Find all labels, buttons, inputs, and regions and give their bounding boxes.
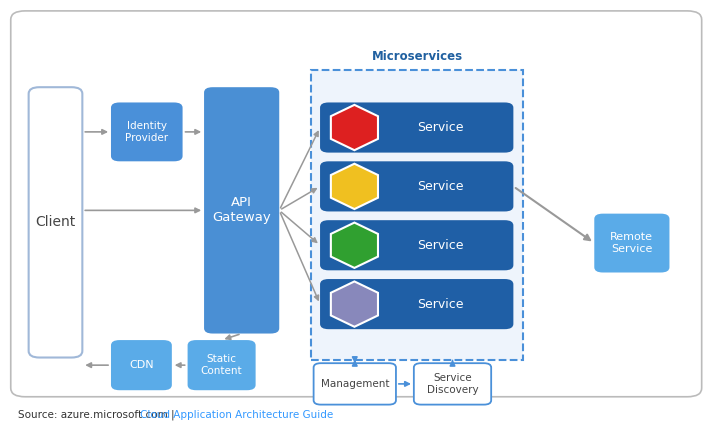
Text: Source: azure.microsoft.com |: Source: azure.microsoft.com | — [18, 410, 178, 420]
FancyBboxPatch shape — [188, 340, 256, 390]
FancyBboxPatch shape — [314, 363, 396, 405]
FancyBboxPatch shape — [320, 220, 513, 270]
Text: Identity
Provider: Identity Provider — [125, 121, 168, 143]
Text: Remote
Service: Remote Service — [610, 232, 654, 254]
FancyBboxPatch shape — [111, 340, 172, 390]
FancyBboxPatch shape — [111, 102, 183, 161]
Text: Client: Client — [35, 215, 76, 229]
FancyBboxPatch shape — [320, 161, 513, 211]
Text: Service
Discovery: Service Discovery — [427, 373, 478, 395]
Text: Static
Content: Static Content — [200, 354, 243, 376]
Text: Service: Service — [417, 121, 463, 134]
FancyBboxPatch shape — [320, 102, 513, 153]
Polygon shape — [331, 105, 378, 150]
Text: Microservices: Microservices — [372, 50, 463, 63]
FancyBboxPatch shape — [11, 11, 702, 397]
Text: Service: Service — [417, 298, 463, 310]
FancyBboxPatch shape — [204, 87, 279, 334]
Text: Cloud Application Architecture Guide: Cloud Application Architecture Guide — [140, 410, 333, 420]
Text: Service: Service — [417, 180, 463, 193]
Text: CDN: CDN — [129, 360, 154, 370]
FancyBboxPatch shape — [414, 363, 491, 405]
Polygon shape — [331, 164, 378, 209]
FancyBboxPatch shape — [311, 70, 523, 360]
Polygon shape — [331, 282, 378, 327]
Text: Management: Management — [321, 379, 389, 389]
FancyBboxPatch shape — [594, 214, 669, 272]
FancyBboxPatch shape — [320, 279, 513, 329]
Text: API
Gateway: API Gateway — [212, 196, 271, 225]
Text: Service: Service — [417, 239, 463, 252]
FancyBboxPatch shape — [29, 87, 82, 358]
Polygon shape — [331, 222, 378, 268]
